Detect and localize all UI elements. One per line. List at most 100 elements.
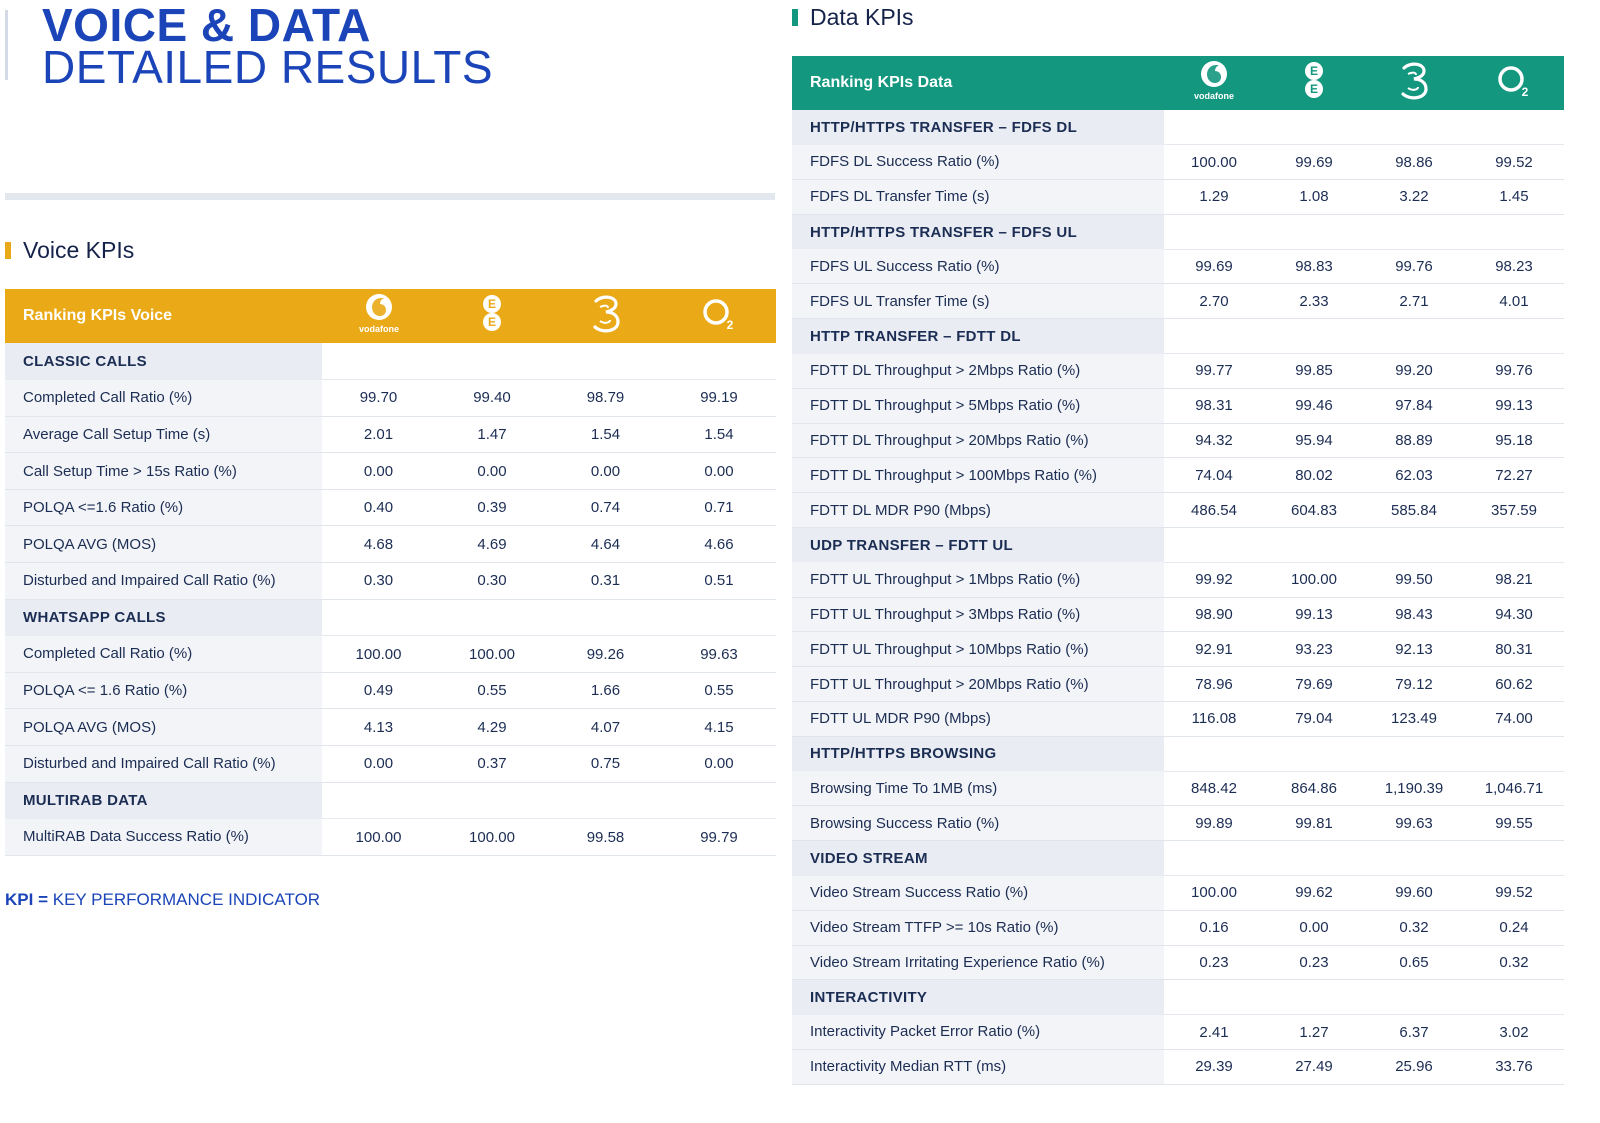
kpi-value-three: 585.84 (1364, 492, 1464, 529)
kpi-row: Browsing Time To 1MB (ms) 848.42 864.86 1,1… (792, 771, 1564, 807)
kpi-value-o2: 99.52 (1464, 144, 1564, 181)
kpi-value-ee: 79.04 (1264, 701, 1364, 737)
kpi-value-o2: 0.32 (1464, 945, 1564, 981)
kpi-row: FDTT UL MDR P90 (Mbps) 116.08 79.04 123.49 7… (792, 701, 1564, 737)
kpi-value-ee: 95.94 (1264, 423, 1364, 459)
kpi-label: POLQA AVG (MOS) (5, 708, 322, 747)
kpi-label: POLQA AVG (MOS) (5, 525, 322, 564)
kpi-value-three: 62.03 (1364, 457, 1464, 494)
kpi-label: Video Stream TTFP >= 10s Ratio (%) (792, 910, 1164, 946)
kpi-value-o2: 60.62 (1464, 666, 1564, 703)
kpi-label: FDTT UL MDR P90 (Mbps) (792, 701, 1164, 737)
svg-text:vodafone: vodafone (1194, 91, 1234, 101)
kpi-footnote: KPI = KEY PERFORMANCE INDICATOR (5, 890, 320, 910)
svg-text:2: 2 (727, 318, 734, 332)
footnote-equals: = (38, 890, 49, 909)
kpi-label: Disturbed and Impaired Call Ratio (%) (5, 562, 322, 600)
kpi-value-vodafone: 4.68 (322, 525, 435, 564)
kpi-value-ee: 99.13 (1264, 597, 1364, 633)
svg-text:E: E (488, 315, 496, 329)
kpi-label: Interactivity Median RTT (ms) (792, 1049, 1164, 1085)
kpi-value-vodafone: 29.39 (1164, 1049, 1264, 1085)
kpi-row: FDFS UL Transfer Time (s) 2.70 2.33 2.71 4.0… (792, 283, 1564, 320)
section-title: HTTP/HTTPS TRANSFER – FDFS UL (792, 214, 1164, 250)
kpi-value-vodafone: 100.00 (1164, 875, 1264, 911)
kpi-label: Completed Call Ratio (%) (5, 635, 322, 673)
kpi-row: MultiRAB Data Success Ratio (%) 100.00 100… (5, 818, 776, 856)
kpi-value-ee: 1.08 (1264, 179, 1364, 215)
kpi-value-three: 6.37 (1364, 1014, 1464, 1051)
kpi-label: Video Stream Success Ratio (%) (792, 875, 1164, 911)
kpi-label: FDTT DL Throughput > 2Mbps Ratio (%) (792, 353, 1164, 389)
kpi-row: FDTT DL Throughput > 20Mbps Ratio (%) 94.… (792, 423, 1564, 459)
kpi-value-o2: 74.00 (1464, 701, 1564, 737)
kpi-value-ee: 99.81 (1264, 805, 1364, 842)
kpi-value-three: 0.32 (1364, 910, 1464, 946)
svg-text:E: E (1310, 64, 1318, 78)
kpi-value-ee: 0.55 (435, 672, 549, 710)
kpi-label: FDTT DL Throughput > 100Mbps Ratio (%) (792, 457, 1164, 494)
kpi-value-ee: 27.49 (1264, 1049, 1364, 1085)
title-accent-line (5, 10, 8, 80)
section-spacer (1164, 214, 1564, 250)
kpi-row: Video Stream TTFP >= 10s Ratio (%) 0.16 0.… (792, 910, 1564, 946)
kpi-value-vodafone: 100.00 (322, 635, 435, 673)
voice-header-vodafone: vodafone (322, 289, 435, 343)
kpi-value-three: 99.76 (1364, 249, 1464, 285)
kpi-value-ee: 604.83 (1264, 492, 1364, 529)
kpi-value-ee: 99.40 (435, 379, 549, 417)
section-spacer (1164, 736, 1564, 772)
kpi-row: FDTT DL Throughput > 5Mbps Ratio (%) 98.3… (792, 388, 1564, 424)
kpi-value-ee: 100.00 (435, 635, 549, 673)
kpi-value-three: 99.58 (549, 818, 662, 856)
kpi-value-o2: 357.59 (1464, 492, 1564, 529)
kpi-value-vodafone: 486.54 (1164, 492, 1264, 529)
kpi-label: Disturbed and Impaired Call Ratio (%) (5, 745, 322, 783)
kpi-value-o2: 99.19 (662, 379, 776, 417)
kpi-value-three: 4.64 (549, 525, 662, 564)
kpi-value-o2: 0.00 (662, 452, 776, 490)
voice-header-o2: 2 (662, 289, 776, 343)
kpi-label: Video Stream Irritating Experience Ratio… (792, 945, 1164, 981)
kpi-value-three: 99.20 (1364, 353, 1464, 389)
kpi-value-three: 123.49 (1364, 701, 1464, 737)
voice-table-header: Ranking KPIs Voice vodafone E E 2 (5, 289, 776, 343)
kpi-row: FDFS DL Success Ratio (%) 100.00 99.69 98.8… (792, 144, 1564, 181)
kpi-value-ee: 864.86 (1264, 771, 1364, 807)
kpi-value-o2: 3.02 (1464, 1014, 1564, 1051)
data-header-o2: 2 (1464, 56, 1564, 110)
data-header-vodafone: vodafone (1164, 56, 1264, 110)
kpi-row: FDTT UL Throughput > 20Mbps Ratio (%) 78.… (792, 666, 1564, 703)
kpi-value-three: 25.96 (1364, 1049, 1464, 1085)
kpi-value-three: 0.00 (549, 452, 662, 490)
kpi-label: Call Setup Time > 15s Ratio (%) (5, 452, 322, 490)
kpi-label: Browsing Success Ratio (%) (792, 805, 1164, 842)
data-kpi-table: Ranking KPIs Data vodafone E E 2 HTTP/HTTPS T… (792, 56, 1564, 1085)
svg-text:E: E (1310, 82, 1318, 96)
section-spacer (1164, 318, 1564, 355)
kpi-value-o2: 99.55 (1464, 805, 1564, 842)
kpi-value-three: 92.13 (1364, 631, 1464, 668)
kpi-value-ee: 0.00 (1264, 910, 1364, 946)
section-title: INTERACTIVITY (792, 979, 1164, 1015)
page-title-line1: VOICE & DATA (42, 0, 371, 51)
kpi-row: POLQA AVG (MOS) 4.68 4.69 4.64 4.66 (5, 525, 776, 564)
o2-logo-icon: 2 (699, 294, 739, 339)
kpi-value-ee: 99.62 (1264, 875, 1364, 911)
kpi-value-vodafone: 94.32 (1164, 423, 1264, 459)
kpi-value-vodafone: 4.13 (322, 708, 435, 747)
kpi-value-ee: 80.02 (1264, 457, 1364, 494)
kpi-row: Video Stream Irritating Experience Ratio… (792, 945, 1564, 981)
kpi-value-o2: 98.23 (1464, 249, 1564, 285)
kpi-label: FDTT DL Throughput > 5Mbps Ratio (%) (792, 388, 1164, 424)
kpi-row: Completed Call Ratio (%) 100.00 100.00 99.2… (5, 635, 776, 673)
kpi-value-three: 4.07 (549, 708, 662, 747)
kpi-value-ee: 100.00 (435, 818, 549, 856)
kpi-value-three: 98.43 (1364, 597, 1464, 633)
kpi-label: POLQA <=1.6 Ratio (%) (5, 489, 322, 527)
kpi-label: Browsing Time To 1MB (ms) (792, 771, 1164, 807)
page-title: VOICE & DATA DETAILED RESULTS (42, 2, 493, 90)
section-row: WHATSAPP CALLS (5, 599, 776, 637)
kpi-value-vodafone: 98.31 (1164, 388, 1264, 424)
kpi-value-vodafone: 100.00 (1164, 144, 1264, 181)
